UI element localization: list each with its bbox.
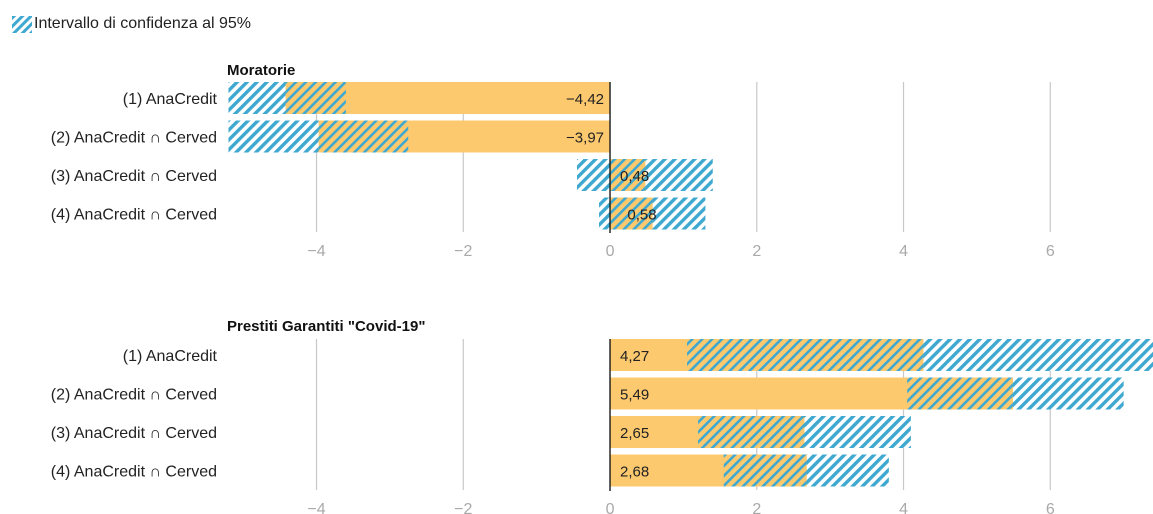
x-tick-label: 0 [606,243,615,260]
value-label: 2,65 [620,425,649,442]
category-label: (4) AnaCredit ∩ Cerved [51,207,217,224]
ci-overlap [687,339,924,371]
category-label: (3) AnaCredit ∩ Cerved [51,168,217,185]
ci-overlap [285,82,346,114]
x-tick-label: −4 [307,501,325,514]
ci-overlap [723,454,807,487]
x-tick-label: 6 [1046,243,1055,260]
ci-overlap [698,416,805,448]
x-tick-label: 2 [752,501,761,514]
x-tick-label: −4 [307,243,325,260]
panel-title: Moratorie [227,62,295,79]
category-label: (2) AnaCredit ∩ Cerved [51,130,217,147]
value-label: 2,68 [620,464,649,481]
legend: Intervallo di confidenza al 95% [12,15,251,33]
x-tick-label: 6 [1046,501,1055,514]
category-label: (3) AnaCredit ∩ Cerved [51,425,217,442]
ci-overlap [907,377,1013,410]
x-tick-label: −2 [454,501,472,514]
value-label: −3,97 [566,130,604,147]
value-label: 5,49 [620,387,649,404]
ci-overlap [610,197,653,230]
ci-overlap [318,120,409,153]
value-label: 4,27 [620,348,649,365]
value-label: 0,48 [620,168,649,185]
x-tick-label: −2 [454,243,472,260]
ci-overlap [610,159,646,191]
category-label: (4) AnaCredit ∩ Cerved [51,464,217,481]
panel-title: Prestiti Garantiti "Covid-19" [227,318,425,335]
legend-label: Intervallo di confidenza al 95% [34,15,252,32]
category-label: (2) AnaCredit ∩ Cerved [51,387,217,404]
panel-2: Prestiti Garantiti "Covid-19" (1) AnaCred… [51,318,1153,514]
x-tick-label: 4 [899,243,908,260]
legend-swatch-hatch [12,15,32,33]
category-label: (1) AnaCredit [123,348,218,365]
value-label: −4,42 [566,91,604,108]
x-tick-label: 4 [899,501,908,514]
x-tick-label: 0 [606,501,615,514]
value-label: 0,58 [627,207,656,224]
panel-1: Moratorie (1) AnaCredit −4,42 (2) AnaCredit… [51,62,1055,260]
category-label: (1) AnaCredit [123,91,218,108]
x-tick-label: 2 [752,243,761,260]
